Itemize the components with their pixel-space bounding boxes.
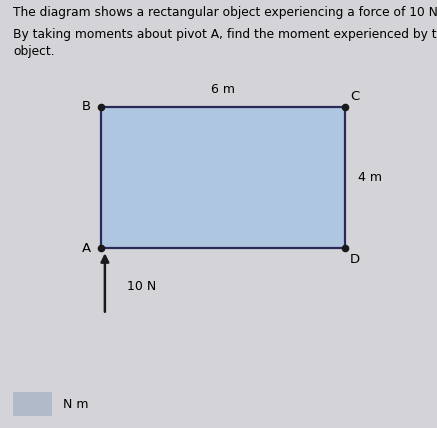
Text: 6 m: 6 m (211, 83, 235, 96)
Text: object.: object. (13, 45, 55, 58)
Bar (101, 107, 345, 248)
Text: C: C (350, 90, 359, 103)
Text: D: D (350, 253, 360, 265)
Bar (13, 392, 52, 416)
Text: 10 N: 10 N (127, 280, 156, 293)
Text: N m: N m (63, 398, 89, 411)
Text: A: A (82, 242, 91, 255)
Text: The diagram shows a rectangular object experiencing a force of 10 N.: The diagram shows a rectangular object e… (13, 6, 437, 19)
Text: 4 m: 4 m (358, 171, 382, 184)
Text: By taking moments about pivot A, find the moment experienced by the: By taking moments about pivot A, find th… (13, 28, 437, 41)
Text: B: B (82, 101, 91, 113)
